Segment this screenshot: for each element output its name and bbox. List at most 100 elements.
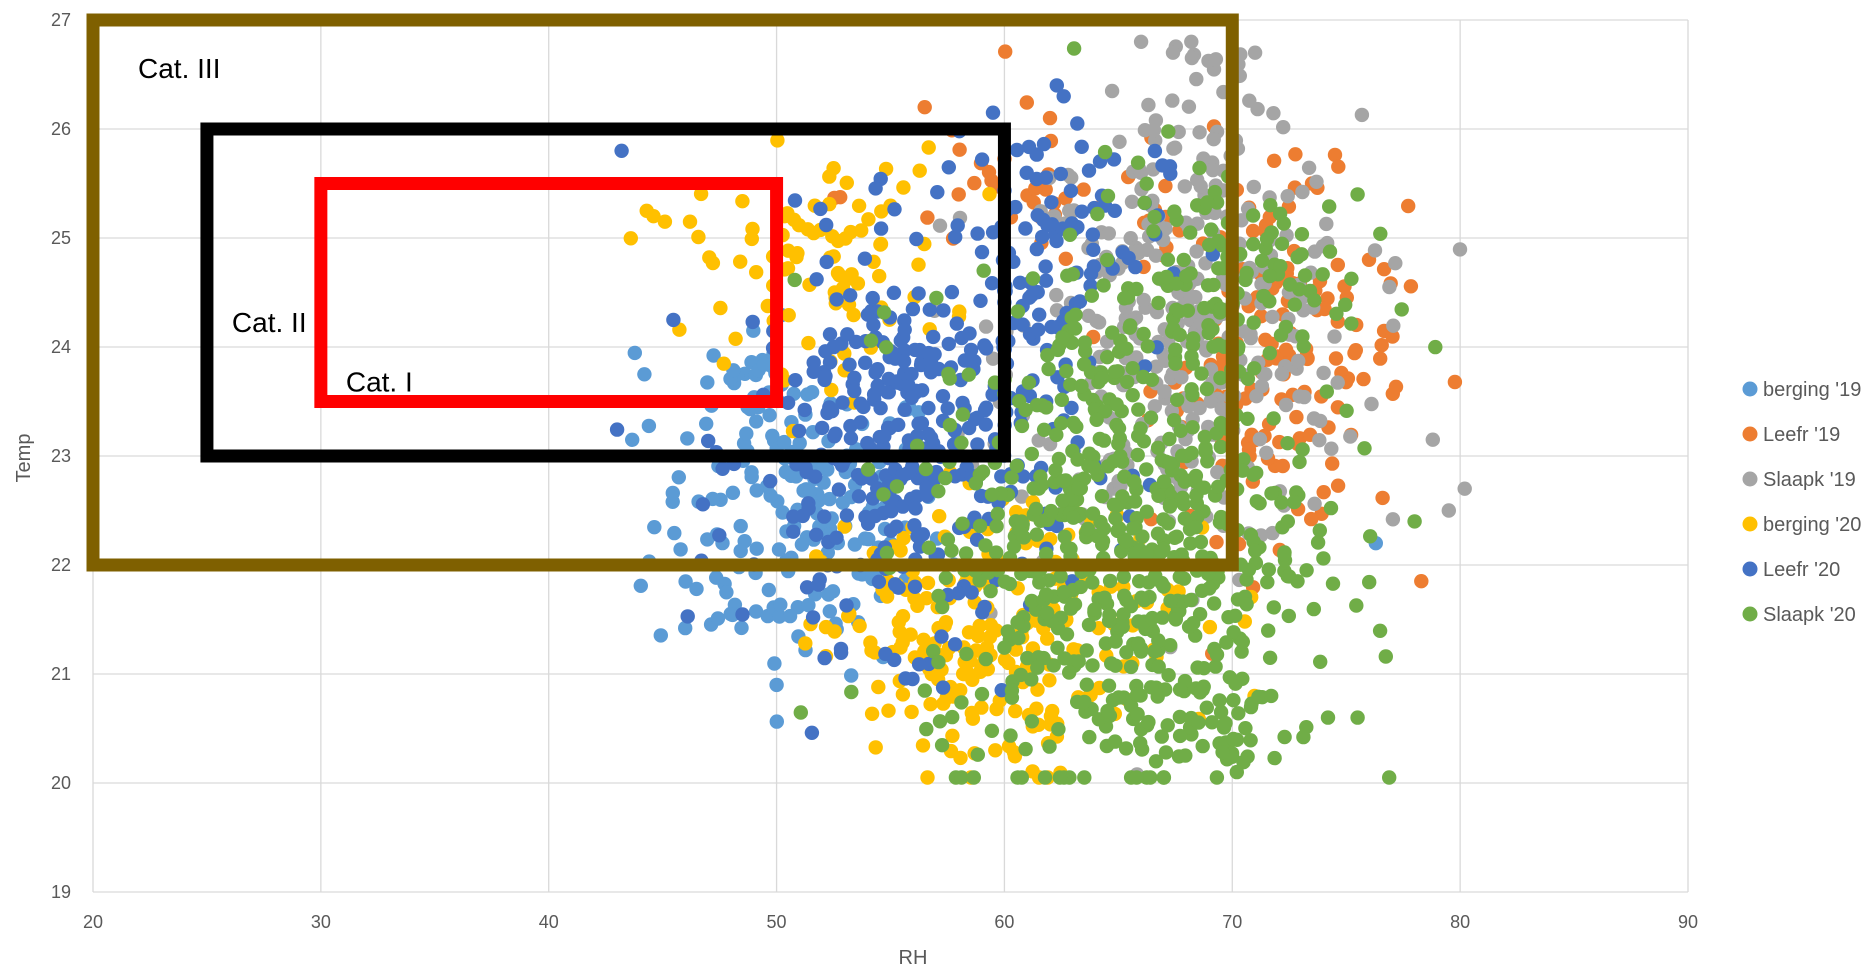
- data-point: [1175, 490, 1190, 505]
- data-point: [822, 169, 837, 184]
- data-point: [1228, 608, 1243, 623]
- data-point: [1192, 400, 1207, 416]
- data-point: [1062, 203, 1077, 218]
- data-point: [904, 390, 919, 405]
- x-tick-label: 60: [994, 912, 1014, 932]
- data-point: [712, 528, 727, 543]
- data-point: [861, 212, 876, 227]
- data-point: [916, 632, 931, 647]
- data-point: [1092, 431, 1108, 447]
- data-point: [897, 322, 912, 337]
- data-point: [1010, 615, 1025, 630]
- data-point: [1176, 252, 1192, 268]
- data-point: [1049, 287, 1064, 303]
- data-point: [1144, 372, 1160, 387]
- data-point: [871, 679, 886, 695]
- data-point: [1067, 597, 1083, 612]
- data-point: [1229, 764, 1245, 780]
- data-point: [1139, 547, 1155, 562]
- data-point: [1106, 497, 1122, 512]
- data-point: [876, 305, 892, 320]
- data-point: [1039, 400, 1054, 415]
- data-point: [931, 588, 946, 604]
- data-point: [1020, 650, 1035, 666]
- data-point: [1183, 536, 1198, 551]
- data-point: [922, 302, 937, 317]
- data-point: [1278, 342, 1294, 357]
- data-point: [1090, 206, 1105, 222]
- data-point: [1112, 521, 1127, 536]
- data-point: [1025, 271, 1041, 286]
- data-point: [938, 570, 954, 586]
- data-point: [813, 201, 828, 217]
- data-point: [1086, 242, 1101, 257]
- data-point: [972, 518, 988, 534]
- data-point: [1001, 655, 1016, 671]
- data-point: [961, 420, 977, 436]
- data-point: [910, 598, 925, 613]
- data-point: [780, 206, 795, 221]
- data-point: [1118, 741, 1134, 756]
- data-point: [1107, 734, 1123, 749]
- data-point: [798, 460, 813, 475]
- data-point: [1210, 465, 1225, 480]
- data-point: [1139, 504, 1155, 519]
- data-point: [1076, 357, 1092, 372]
- data-point: [1056, 89, 1071, 104]
- data-point: [1172, 682, 1188, 697]
- data-point: [1111, 436, 1126, 451]
- data-point: [1319, 216, 1334, 232]
- data-point: [1163, 593, 1178, 609]
- data-point: [1197, 300, 1212, 316]
- data-point: [739, 426, 754, 441]
- data-point: [936, 696, 951, 711]
- y-tick-label: 27: [51, 10, 71, 30]
- data-point: [840, 327, 855, 342]
- data-point: [1277, 729, 1292, 745]
- data-point: [1273, 259, 1288, 274]
- data-point: [1031, 322, 1046, 337]
- data-point: [1014, 418, 1030, 434]
- data-point: [852, 618, 867, 634]
- data-point: [1172, 569, 1188, 585]
- data-point: [1235, 634, 1251, 649]
- data-point: [765, 428, 780, 443]
- data-point: [847, 383, 862, 399]
- y-tick-label: 22: [51, 555, 71, 575]
- data-point: [748, 604, 764, 619]
- data-point: [1447, 374, 1463, 390]
- data-point: [955, 516, 970, 531]
- data-point: [997, 574, 1012, 589]
- data-point: [843, 431, 859, 446]
- data-point: [637, 367, 652, 382]
- data-point: [1151, 488, 1166, 503]
- data-point: [1009, 458, 1024, 474]
- data-point: [1218, 715, 1233, 731]
- data-point: [771, 542, 787, 557]
- data-point: [1022, 290, 1037, 305]
- data-point: [1012, 275, 1028, 290]
- data-point: [1131, 428, 1146, 444]
- data-point: [1154, 729, 1170, 744]
- data-point: [1127, 475, 1142, 490]
- data-point: [1059, 627, 1075, 642]
- data-point: [1243, 327, 1258, 342]
- data-point: [665, 485, 680, 501]
- data-point: [1141, 714, 1156, 730]
- data-point: [938, 615, 954, 630]
- data-point: [1265, 309, 1280, 325]
- data-point: [1231, 706, 1246, 721]
- data-point: [777, 434, 792, 450]
- data-point: [1316, 485, 1331, 500]
- data-point: [950, 218, 965, 233]
- data-point: [1036, 136, 1052, 152]
- data-point: [1085, 506, 1101, 521]
- data-point: [1168, 342, 1183, 357]
- data-point: [851, 198, 867, 213]
- data-point: [1076, 182, 1091, 197]
- data-point: [893, 333, 908, 348]
- data-point: [911, 286, 926, 301]
- data-point: [1125, 521, 1141, 536]
- data-point: [1111, 421, 1127, 436]
- data-point: [1238, 721, 1253, 736]
